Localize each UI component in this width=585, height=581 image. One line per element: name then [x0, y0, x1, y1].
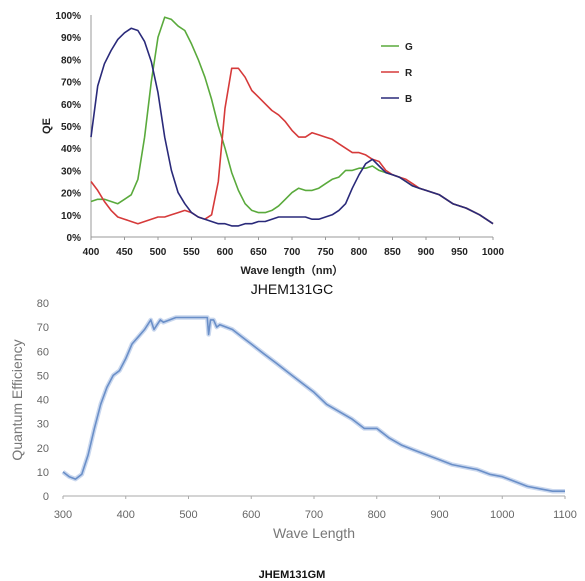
- x-tick-label: 550: [183, 247, 200, 258]
- x-tick-label: 1100: [553, 509, 577, 521]
- x-tick-label: 450: [116, 247, 133, 258]
- legend-label: B: [405, 94, 412, 105]
- y-tick-label: 80%: [61, 55, 81, 66]
- y-tick-label: 70%: [61, 78, 81, 89]
- y-tick-label: 80: [37, 298, 49, 310]
- x-tick-label: 1000: [482, 247, 505, 258]
- y-tick-label: 10%: [61, 211, 81, 222]
- x-tick-label: 950: [451, 247, 468, 258]
- x-tick-label: 400: [83, 247, 100, 258]
- x-tick-label: 850: [384, 247, 401, 258]
- y-tick-label: 90%: [61, 33, 81, 44]
- x-tick-label: 300: [54, 509, 72, 521]
- x-tick-label: 650: [250, 247, 267, 258]
- chart-title: JHEM131GC: [251, 281, 333, 297]
- x-tick-label: 1000: [490, 509, 514, 521]
- y-tick-label: 20%: [61, 189, 81, 200]
- y-tick-label: 70: [37, 322, 49, 334]
- y-tick-label: 40: [37, 395, 49, 407]
- legend-label: R: [405, 68, 413, 79]
- x-axis-label: Wave length（nm）: [241, 264, 344, 277]
- qe-color-chart: 400 450 500 550 600 650 700 750 800 850 900 950 1000…: [41, 11, 505, 297]
- y-tick-label: 0: [43, 491, 49, 503]
- x-tick-label: 900: [430, 509, 448, 521]
- y-tick-label: 100%: [55, 11, 81, 22]
- x-tick-label: 800: [368, 509, 386, 521]
- y-tick-label: 60%: [61, 100, 81, 111]
- x-tick-label: 600: [242, 509, 260, 521]
- y-tick-label: 50%: [61, 122, 81, 133]
- y-tick-label: 50: [37, 370, 49, 382]
- y-tick-label: 0%: [67, 233, 82, 244]
- x-tick-label: 400: [117, 509, 135, 521]
- x-tick-label: 500: [150, 247, 167, 258]
- x-tick-label: 700: [284, 247, 301, 258]
- y-axis-label: QE: [41, 118, 53, 134]
- chart-title: JHEM131GM: [259, 569, 326, 581]
- x-tick-label: 800: [351, 247, 368, 258]
- y-tick-label: 60: [37, 346, 49, 358]
- y-tick-label: 30%: [61, 166, 81, 177]
- y-tick-label: 20: [37, 443, 49, 455]
- y-tick-label: 40%: [61, 144, 81, 155]
- series-line-glow: [61, 315, 565, 494]
- legend-label: G: [405, 42, 413, 53]
- y-axis-label: Quantum Efficiency: [9, 339, 25, 460]
- series-line-r: [90, 67, 494, 225]
- x-tick-label: 750: [317, 247, 334, 258]
- series-line: [62, 316, 565, 492]
- series-line-b: [90, 27, 494, 227]
- x-axis-label: Wave Length: [273, 525, 355, 541]
- qe-mono-chart: 300 400 500 600 700 800 900 1000 1100 0 10 20 30 40 5…: [9, 298, 577, 581]
- x-tick-label: 500: [179, 509, 197, 521]
- x-tick-label: 900: [418, 247, 435, 258]
- y-tick-label: 30: [37, 419, 49, 431]
- x-tick-label: 700: [305, 509, 323, 521]
- x-tick-label: 600: [217, 247, 234, 258]
- y-tick-label: 10: [37, 467, 49, 479]
